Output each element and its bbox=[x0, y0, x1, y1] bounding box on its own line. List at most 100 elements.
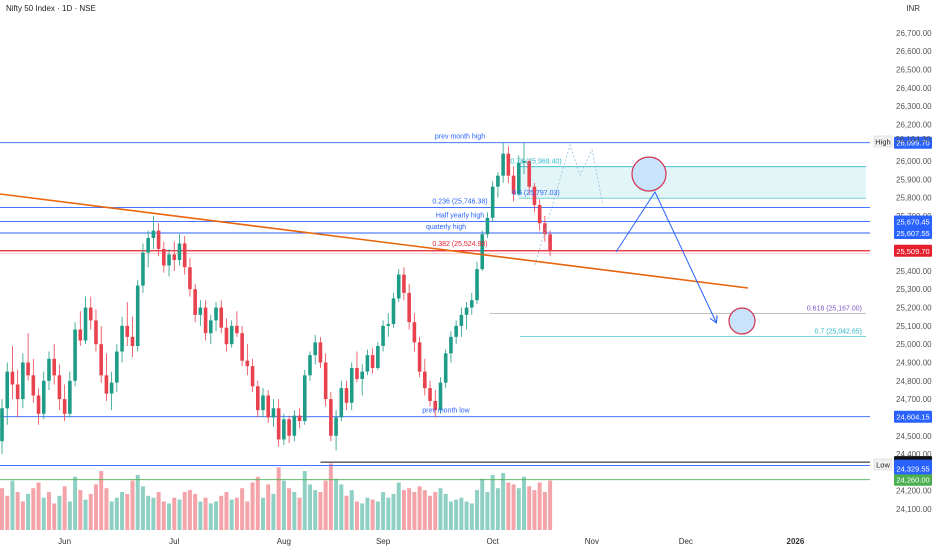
volume-bar bbox=[10, 480, 15, 530]
candle-body bbox=[172, 254, 177, 260]
candle-body bbox=[376, 346, 380, 368]
x-tick-label: Oct bbox=[486, 537, 499, 546]
candle-body bbox=[125, 325, 130, 337]
fib-zone bbox=[518, 166, 866, 199]
price-badge bbox=[894, 244, 932, 257]
candle-body bbox=[235, 325, 239, 334]
level-label: prev month low bbox=[422, 408, 470, 415]
volume-bar bbox=[130, 480, 135, 530]
y-tick-label: 25,900.00 bbox=[896, 175, 932, 184]
price-badge bbox=[894, 473, 932, 486]
volume-bar bbox=[307, 484, 312, 530]
volume-bar bbox=[396, 482, 401, 530]
volume-bar bbox=[391, 493, 396, 530]
volume-bar bbox=[537, 482, 542, 530]
volume-bar bbox=[167, 503, 172, 530]
volume-bar bbox=[365, 497, 370, 530]
candle-body bbox=[490, 186, 495, 218]
y-tick-label: 24,800.00 bbox=[896, 377, 932, 386]
volume-bar bbox=[151, 497, 156, 530]
volume-bar bbox=[443, 493, 448, 530]
volume-bar bbox=[234, 497, 239, 530]
candle-body bbox=[423, 371, 427, 389]
y-tick-label: 25,300.00 bbox=[896, 285, 932, 294]
candle-body bbox=[57, 375, 62, 400]
y-tick-label: 26,600.00 bbox=[896, 47, 932, 56]
volume-bar bbox=[323, 480, 328, 530]
candle-body bbox=[5, 371, 10, 409]
candle-body bbox=[464, 307, 469, 315]
volume-bar bbox=[271, 493, 276, 530]
candle-body bbox=[323, 362, 328, 400]
chart-title: Nifty 50 Index · 1D · NSE bbox=[6, 4, 96, 13]
candles bbox=[0, 142, 552, 455]
fib-label: 0.78 (25,969.40) bbox=[510, 159, 561, 166]
candle-body bbox=[454, 325, 458, 337]
candle-body bbox=[449, 336, 453, 354]
candle-body bbox=[209, 320, 213, 334]
price-badge bbox=[894, 410, 932, 423]
candle-body bbox=[271, 408, 276, 418]
x-tick-label: Nov bbox=[585, 537, 599, 546]
candle-body bbox=[68, 380, 72, 414]
y-tick-label: 26,500.00 bbox=[896, 65, 932, 74]
volume-bar bbox=[146, 495, 151, 530]
volume-bar bbox=[433, 492, 438, 530]
candle-body bbox=[412, 322, 417, 343]
side-label-box bbox=[873, 458, 893, 471]
candle-body bbox=[83, 307, 88, 341]
volume-bar bbox=[495, 488, 500, 530]
y-tick-label: 25,000.00 bbox=[896, 340, 932, 349]
volume-bar bbox=[109, 501, 114, 530]
candle-body bbox=[349, 367, 354, 403]
swing-dashed-line bbox=[534, 143, 604, 266]
candle-body bbox=[203, 307, 208, 334]
volume-bar bbox=[349, 490, 354, 530]
volume-bar bbox=[354, 501, 359, 530]
price-badge-text: 24,260.00 bbox=[896, 476, 929, 485]
candle-body bbox=[255, 386, 260, 411]
candle-body bbox=[104, 375, 109, 394]
volume-bar bbox=[0, 488, 4, 530]
volume-bar bbox=[302, 471, 307, 530]
supply-zone bbox=[490, 166, 866, 337]
candle-body bbox=[41, 380, 46, 414]
volume-bar bbox=[15, 492, 20, 530]
volume-bar bbox=[198, 501, 203, 530]
price-badge-text: 25,670.45 bbox=[896, 217, 929, 226]
candle-body bbox=[52, 358, 56, 376]
price-badge-text: 25,509.70 bbox=[896, 247, 929, 256]
volume-bar bbox=[532, 490, 537, 530]
candle-body bbox=[287, 419, 291, 436]
target-circle-top bbox=[631, 156, 667, 192]
x-tick-label: Jun bbox=[58, 537, 71, 546]
candle-body bbox=[470, 300, 474, 308]
volume-bar bbox=[240, 488, 245, 530]
candle-body bbox=[428, 388, 432, 401]
level-label: Half yearly high bbox=[436, 212, 484, 219]
volume-bar bbox=[88, 493, 93, 530]
candle-body bbox=[501, 153, 505, 176]
candle-body bbox=[402, 274, 406, 293]
volume-bar bbox=[208, 503, 213, 530]
candle-body bbox=[485, 217, 490, 235]
price-badge-text: 24,604.15 bbox=[896, 413, 929, 422]
volume-bar bbox=[501, 473, 506, 530]
candle-body bbox=[99, 344, 103, 376]
y-tick-label: 25,400.00 bbox=[896, 267, 932, 276]
candle-body bbox=[522, 161, 526, 163]
y-tick-label: 25,800.00 bbox=[896, 194, 932, 203]
y-tick-label: 24,200.00 bbox=[896, 487, 932, 496]
volume-bar bbox=[135, 474, 140, 530]
price-badge-text: 26,099.70 bbox=[896, 139, 929, 148]
volume-bar bbox=[276, 467, 281, 530]
candle-body bbox=[151, 230, 156, 238]
candle-body bbox=[88, 307, 93, 321]
volume-bar bbox=[26, 493, 31, 530]
volume-bar bbox=[156, 492, 161, 530]
candle-body bbox=[282, 419, 286, 440]
drawings bbox=[0, 143, 756, 335]
y-axis: 26,700.00 26,600.00 26,500.00 26,400.00 26,3… bbox=[896, 29, 932, 514]
candle-body bbox=[391, 298, 396, 325]
